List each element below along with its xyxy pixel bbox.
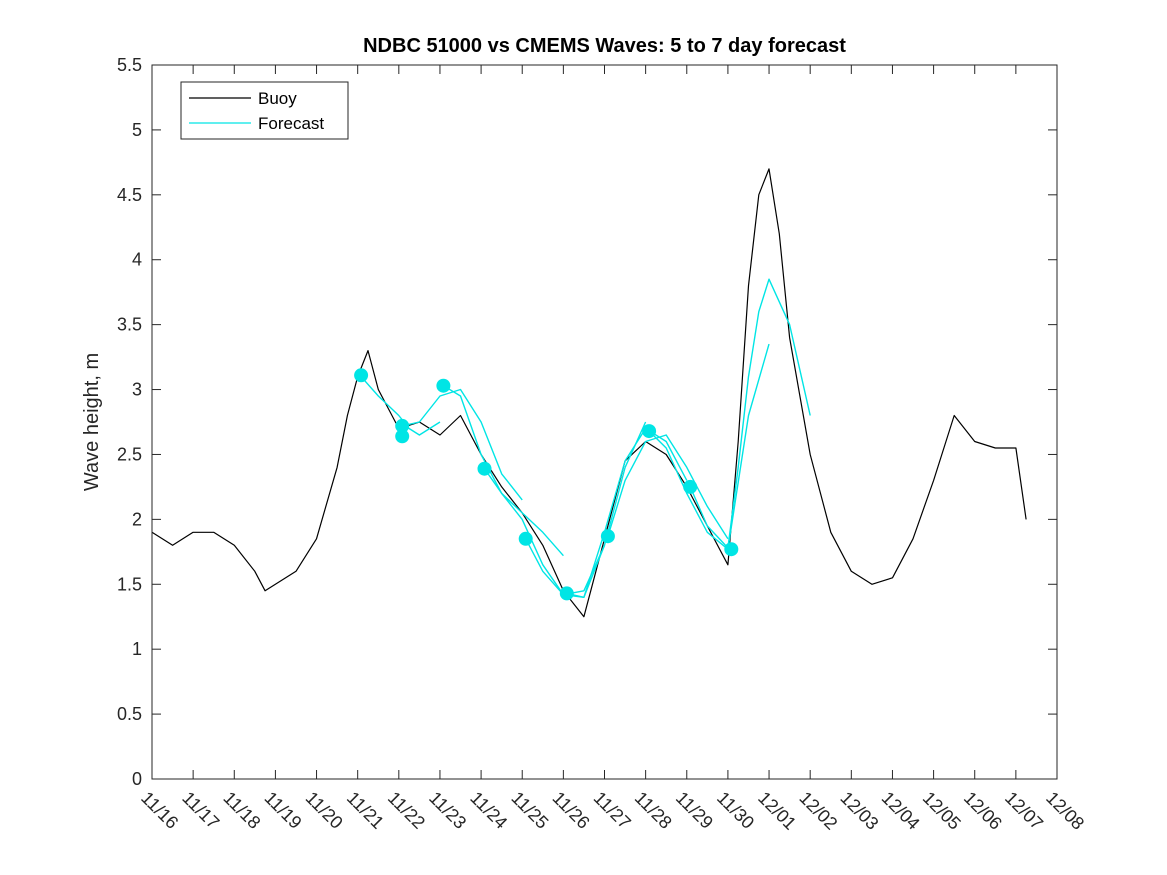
x-tick-label: 11/18 (219, 788, 264, 833)
forecast-marker (395, 429, 410, 444)
x-tick-label: 11/26 (549, 788, 594, 833)
y-tick-label: 5.5 (117, 55, 142, 75)
forecast-marker (354, 368, 369, 383)
y-tick-label: 2 (132, 509, 142, 529)
plot-area (151, 168, 1027, 618)
forecast-marker (518, 531, 533, 546)
x-tick-label: 11/27 (590, 788, 635, 833)
series-line-forecast-1 (402, 388, 523, 501)
series-line-forecast-7 (648, 343, 770, 550)
y-tick-label: 5 (132, 120, 142, 140)
forecast-marker (436, 378, 451, 393)
x-tick-label: 11/24 (466, 788, 511, 833)
forecast-marker (559, 586, 574, 601)
series-line-forecast-2 (443, 385, 564, 557)
x-tick-label: 12/05 (919, 788, 965, 834)
x-tick-label: 11/23 (425, 788, 470, 833)
series-line-forecast-6 (607, 434, 729, 540)
x-tick-label: 12/08 (1042, 788, 1088, 834)
y-tick-label: 3 (132, 380, 142, 400)
x-tick-label: 12/07 (1001, 788, 1047, 834)
y-tick-label: 3.5 (117, 315, 142, 335)
forecast-marker (724, 542, 739, 557)
x-tick-label: 12/01 (754, 788, 800, 834)
x-tick-label: 12/04 (878, 788, 924, 834)
y-tick-label: 4.5 (117, 185, 142, 205)
legend-box (180, 81, 349, 140)
axes: 00.511.522.533.544.555.511/1611/1711/181… (117, 55, 1088, 834)
forecast-marker (683, 479, 698, 494)
y-tick-label: 1 (132, 639, 142, 659)
axes-box (151, 64, 1058, 780)
x-tick-label: 11/22 (384, 788, 429, 833)
forecast-marker (600, 529, 615, 544)
forecast-marker (395, 418, 410, 433)
x-tick-label: 11/29 (672, 788, 717, 833)
chart-title: NDBC 51000 vs CMEMS Waves: 5 to 7 day fo… (363, 35, 846, 57)
x-tick-label: 11/19 (261, 788, 306, 833)
x-tick-label: 11/25 (507, 788, 552, 833)
x-tick-label: 11/30 (713, 788, 758, 833)
y-tick-label: 0.5 (117, 704, 142, 724)
x-tick-label: 11/16 (137, 788, 182, 833)
x-tick-label: 11/21 (343, 788, 388, 833)
series-line-buoy (151, 168, 1027, 618)
x-tick-label: 11/20 (302, 788, 347, 833)
legend-label-buoy: Buoy (258, 89, 297, 108)
x-tick-label: 12/03 (836, 788, 882, 834)
y-tick-label: 1.5 (117, 574, 142, 594)
y-axis-label: Wave height, m (81, 353, 103, 491)
series-line-forecast-4 (525, 421, 647, 598)
legend: Buoy Forecast (180, 81, 349, 140)
series-line-forecast-8 (689, 278, 811, 549)
y-tick-label: 4 (132, 250, 142, 270)
series-line-forecast-5 (566, 427, 688, 598)
x-tick-label: 12/06 (960, 788, 1006, 834)
y-tick-label: 0 (132, 769, 142, 789)
forecast-marker (642, 424, 657, 439)
forecast-marker (477, 461, 492, 476)
x-tick-label: 11/17 (178, 788, 223, 833)
series-line-forecast-3 (483, 468, 606, 596)
legend-label-forecast: Forecast (258, 114, 324, 133)
x-tick-label: 11/28 (631, 788, 676, 833)
x-tick-label: 12/02 (795, 788, 841, 834)
y-tick-label: 2.5 (117, 444, 142, 464)
